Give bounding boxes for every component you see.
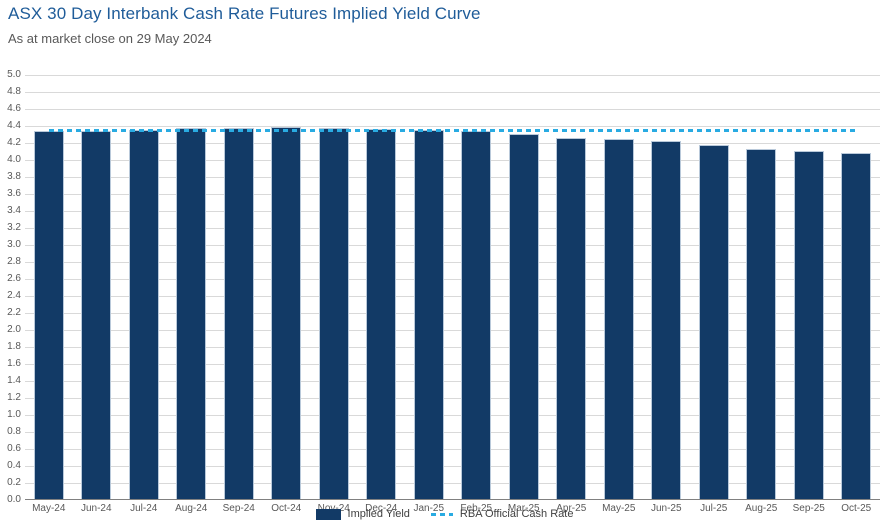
y-tick-label: 0.0 <box>7 494 21 505</box>
y-tick-label: 4.4 <box>7 120 21 131</box>
y-tick-label: 4.2 <box>7 137 21 148</box>
y-tick-label: 3.6 <box>7 188 21 199</box>
bar-May-25 <box>603 138 634 499</box>
gridline <box>25 142 880 144</box>
gridline <box>25 74 880 76</box>
bar-Jun-25 <box>651 141 682 499</box>
gridline <box>25 159 880 161</box>
y-tick-label: 4.8 <box>7 86 21 97</box>
gridline <box>25 363 880 365</box>
gridline <box>25 431 880 433</box>
x-tick-label-Jan-25: Jan-25 <box>413 503 445 514</box>
y-tick-label: 3.0 <box>7 239 21 250</box>
bar-Jul-24 <box>128 130 159 499</box>
gridline <box>25 210 880 212</box>
x-tick-label-Aug-25: Aug-25 <box>745 503 778 514</box>
y-tick-label: 3.4 <box>7 205 21 216</box>
y-tick-label: 2.2 <box>7 307 21 318</box>
gridline <box>25 244 880 246</box>
gridline <box>25 397 880 399</box>
y-tick-label: 1.0 <box>7 409 21 420</box>
y-tick-label: 3.8 <box>7 171 21 182</box>
x-tick-label-Apr-25: Apr-25 <box>556 503 587 514</box>
gridline <box>25 227 880 229</box>
gridline <box>25 346 880 348</box>
gridline <box>25 312 880 314</box>
y-tick-label: 4.0 <box>7 154 21 165</box>
gridline <box>25 448 880 450</box>
gridline <box>25 108 880 110</box>
x-tick-label-Mar-25: Mar-25 <box>507 503 540 514</box>
y-tick-label: 2.0 <box>7 324 21 335</box>
x-tick-label-Jul-25: Jul-25 <box>700 503 728 514</box>
x-tick-label-Aug-24: Aug-24 <box>175 503 208 514</box>
gridline <box>25 125 880 127</box>
x-tick-label-Dec-24: Dec-24 <box>365 503 398 514</box>
x-tick-label-Feb-25: Feb-25 <box>460 503 493 514</box>
y-tick-label: 4.6 <box>7 103 21 114</box>
bar-Mar-25 <box>508 134 539 499</box>
gridline <box>25 482 880 484</box>
y-tick-label: 2.6 <box>7 273 21 284</box>
y-tick-label: 2.4 <box>7 290 21 301</box>
x-tick-label-Oct-24: Oct-24 <box>271 503 302 514</box>
bar-Jul-25 <box>698 145 729 499</box>
y-tick-label: 0.2 <box>7 477 21 488</box>
bar-Sep-25 <box>793 150 824 499</box>
bar-Jan-25 <box>413 130 444 499</box>
bar-Jun-24 <box>81 130 112 499</box>
bar-May-24 <box>33 130 64 499</box>
bar-Aug-25 <box>746 148 777 499</box>
y-tick-label: 0.6 <box>7 443 21 454</box>
gridline <box>25 278 880 280</box>
bar-Feb-25 <box>461 130 492 499</box>
gridline <box>25 329 880 331</box>
bar-Oct-25 <box>841 153 872 499</box>
gridline <box>25 295 880 297</box>
x-tick-label-May-25: May-25 <box>602 503 636 514</box>
y-tick-label: 3.2 <box>7 222 21 233</box>
implied-yield-legend-swatch <box>315 508 341 520</box>
rba-line-legend-swatch <box>430 512 453 516</box>
gridline <box>25 91 880 93</box>
gridline <box>25 261 880 263</box>
y-tick-label: 1.6 <box>7 358 21 369</box>
bar-Aug-24 <box>176 128 207 499</box>
plot-area <box>25 74 880 500</box>
gridline <box>25 380 880 382</box>
x-tick-label-Jun-25: Jun-25 <box>650 503 682 514</box>
gridline <box>25 176 880 178</box>
rba-cash-rate-line <box>48 128 857 132</box>
bar-Apr-25 <box>556 137 587 499</box>
y-tick-label: 2.8 <box>7 256 21 267</box>
gridline <box>25 465 880 467</box>
legend-label-implied-yield: Implied Yield <box>347 508 410 520</box>
y-tick-label: 1.2 <box>7 392 21 403</box>
x-tick-label-Jun-24: Jun-24 <box>80 503 112 514</box>
gridline <box>25 414 880 416</box>
x-tick-label-Jul-24: Jul-24 <box>130 503 158 514</box>
bar-Dec-24 <box>366 129 397 499</box>
x-tick-label-Sep-24: Sep-24 <box>222 503 255 514</box>
y-tick-label: 5.0 <box>7 69 21 80</box>
chart-subtitle: As at market close on 29 May 2024 <box>8 31 212 46</box>
x-tick-label-Oct-25: Oct-25 <box>841 503 872 514</box>
legend: Implied Yield RBA Official Cash Rate <box>0 508 889 520</box>
bar-Nov-24 <box>318 127 349 499</box>
y-tick-label: 1.8 <box>7 341 21 352</box>
gridline <box>25 193 880 195</box>
y-tick-label: 0.4 <box>7 460 21 471</box>
x-tick-label-May-24: May-24 <box>32 503 66 514</box>
bar-Oct-24 <box>271 126 302 499</box>
y-tick-label: 1.4 <box>7 375 21 386</box>
y-tick-label: 0.8 <box>7 426 21 437</box>
x-tick-label-Sep-25: Sep-25 <box>792 503 825 514</box>
legend-label-rba: RBA Official Cash Rate <box>459 508 574 520</box>
bar-Sep-24 <box>223 127 254 499</box>
chart-title: ASX 30 Day Interbank Cash Rate Futures I… <box>8 4 481 23</box>
